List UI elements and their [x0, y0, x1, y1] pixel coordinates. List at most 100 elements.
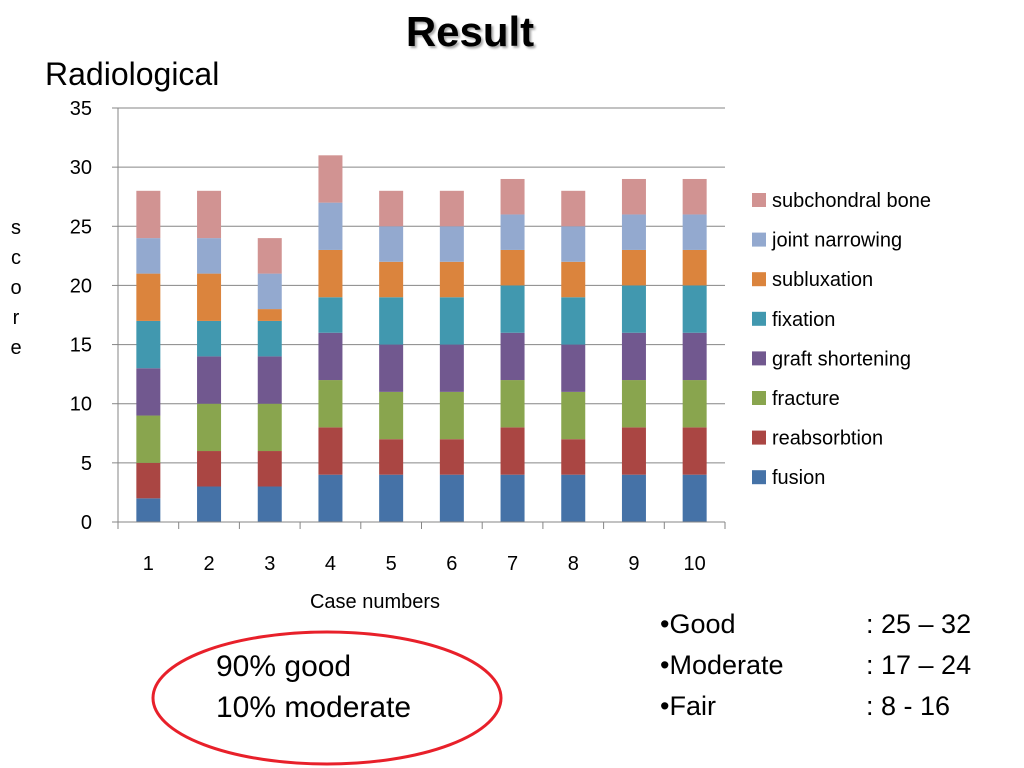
bar-segment-joint-narrowing — [379, 226, 404, 262]
legend-label: fusion — [772, 467, 825, 489]
grade-moderate-label: •Moderate — [660, 650, 784, 680]
y-tick-label: 10 — [70, 394, 92, 416]
bar-segment-graft-shortening — [439, 344, 464, 392]
bar-segment-reabsorbtion — [257, 451, 282, 487]
bar-segment-fusion — [621, 474, 646, 522]
bar-segment-subchondral-bone — [318, 155, 343, 203]
slide-subtitle: Radiological — [45, 56, 220, 92]
x-tick-label: 10 — [684, 553, 706, 575]
grade-good-label: •Good — [660, 609, 736, 639]
bar-segment-joint-narrowing — [621, 214, 646, 250]
bar-segment-subchondral-bone — [197, 190, 222, 239]
grade-fair-label: •Fair — [660, 691, 716, 721]
grade-fair-range: : 8 - 16 — [866, 691, 951, 721]
bar-segment-subluxation — [257, 309, 282, 321]
bar-segment-fixation — [621, 285, 646, 333]
legend-swatch — [752, 351, 766, 366]
bar-segment-reabsorbtion — [379, 439, 404, 475]
y-tick-label: 15 — [70, 335, 92, 357]
legend-swatch — [752, 430, 766, 445]
bar-segment-reabsorbtion — [318, 427, 343, 475]
bar-segment-subluxation — [500, 249, 525, 286]
y-tick-label: 20 — [70, 275, 92, 297]
bar-segment-joint-narrowing — [318, 202, 343, 250]
bar-segment-fusion — [379, 474, 404, 522]
legend-swatch — [752, 311, 766, 326]
bar-segment-joint-narrowing — [500, 214, 525, 250]
x-tick-label: 6 — [446, 553, 457, 575]
legend-swatch — [752, 232, 766, 247]
bar-segment-joint-narrowing — [561, 226, 586, 262]
legend-label: subchondral bone — [772, 190, 931, 212]
x-tick-label: 1 — [143, 553, 154, 575]
bar-segment-fracture — [561, 391, 586, 440]
bar-segment-graft-shortening — [197, 356, 222, 404]
bar-segment-graft-shortening — [318, 332, 343, 381]
bar-segment-graft-shortening — [561, 344, 586, 392]
bar-segment-reabsorbtion — [136, 462, 161, 499]
bar-segment-fracture — [500, 380, 525, 428]
bar-segment-graft-shortening — [500, 332, 525, 381]
bar-segment-reabsorbtion — [682, 427, 707, 475]
bar-segment-subluxation — [682, 249, 707, 286]
bar-segment-subchondral-bone — [621, 178, 646, 215]
bar-segment-graft-shortening — [257, 356, 282, 404]
legend-label: reabsorbtion — [772, 428, 883, 450]
legend-swatch — [752, 391, 766, 405]
x-tick-label: 5 — [386, 553, 397, 575]
y-tick-label: 30 — [70, 157, 92, 179]
legend-swatch — [752, 470, 766, 485]
x-tick-label: 2 — [203, 553, 214, 575]
bar-segment-subluxation — [439, 261, 464, 298]
bar-segment-fracture — [136, 415, 161, 463]
bar-segment-reabsorbtion — [621, 427, 646, 475]
bar-segment-fixation — [136, 320, 161, 369]
bar-segment-subluxation — [136, 273, 161, 321]
x-tick-label: 9 — [628, 553, 639, 575]
bar-segment-graft-shortening — [136, 368, 161, 416]
bar-segment-graft-shortening — [682, 332, 707, 381]
bar-segment-fixation — [318, 297, 343, 333]
grade-good-range: : 25 – 32 — [866, 609, 972, 639]
summary-highlight-ellipse — [151, 630, 503, 766]
x-tick-label: 3 — [264, 553, 275, 575]
bar-segment-joint-narrowing — [197, 238, 222, 274]
legend-label: subluxation — [772, 269, 873, 291]
bar-segment-subluxation — [197, 273, 222, 321]
bar-segment-joint-narrowing — [257, 273, 282, 310]
bar-segment-subchondral-bone — [439, 190, 464, 227]
x-tick-label: 4 — [325, 553, 336, 575]
bar-segment-fracture — [257, 403, 282, 452]
chart-legend: subchondral bone joint narrowing subluxati… — [752, 190, 931, 489]
bar-segment-fixation — [561, 297, 586, 345]
summary-good-text: 90% good — [216, 650, 352, 683]
bar-segment-subchondral-bone — [561, 190, 586, 227]
bar-segment-reabsorbtion — [439, 439, 464, 475]
bar-segment-fracture — [379, 391, 404, 440]
bar-segment-subchondral-bone — [379, 190, 404, 227]
y-axis-label: score — [10, 217, 22, 359]
y-tick-label: 0 — [81, 512, 92, 534]
bar-segment-fracture — [197, 403, 222, 452]
bar-segment-fixation — [500, 285, 525, 333]
bar-segment-subchondral-bone — [257, 238, 282, 274]
slide-title: Result — [405, 8, 535, 55]
legend-label: graft shortening — [772, 348, 911, 370]
bar-segment-fusion — [197, 486, 222, 522]
bar-segment-graft-shortening — [379, 344, 404, 392]
bar-segment-fusion — [439, 474, 464, 522]
bar-segment-fracture — [318, 380, 343, 428]
axes: 0 5 10 15 20 25 30 35 1 2 3 4 5 6 7 8 9 10 — [70, 98, 726, 575]
x-axis-label: Case numbers — [309, 591, 441, 613]
bar-segment-fusion — [318, 474, 343, 522]
bar-segment-fixation — [197, 320, 222, 357]
bar-segment-subchondral-bone — [500, 178, 525, 215]
bar-segment-fusion — [682, 474, 707, 522]
bar-segment-fusion — [257, 486, 282, 522]
bar-segment-fusion — [136, 498, 161, 522]
bar-segment-fixation — [439, 297, 464, 345]
bar-segment-reabsorbtion — [561, 439, 586, 475]
bar-segment-fracture — [682, 380, 707, 428]
x-tick-label: 8 — [568, 553, 579, 575]
